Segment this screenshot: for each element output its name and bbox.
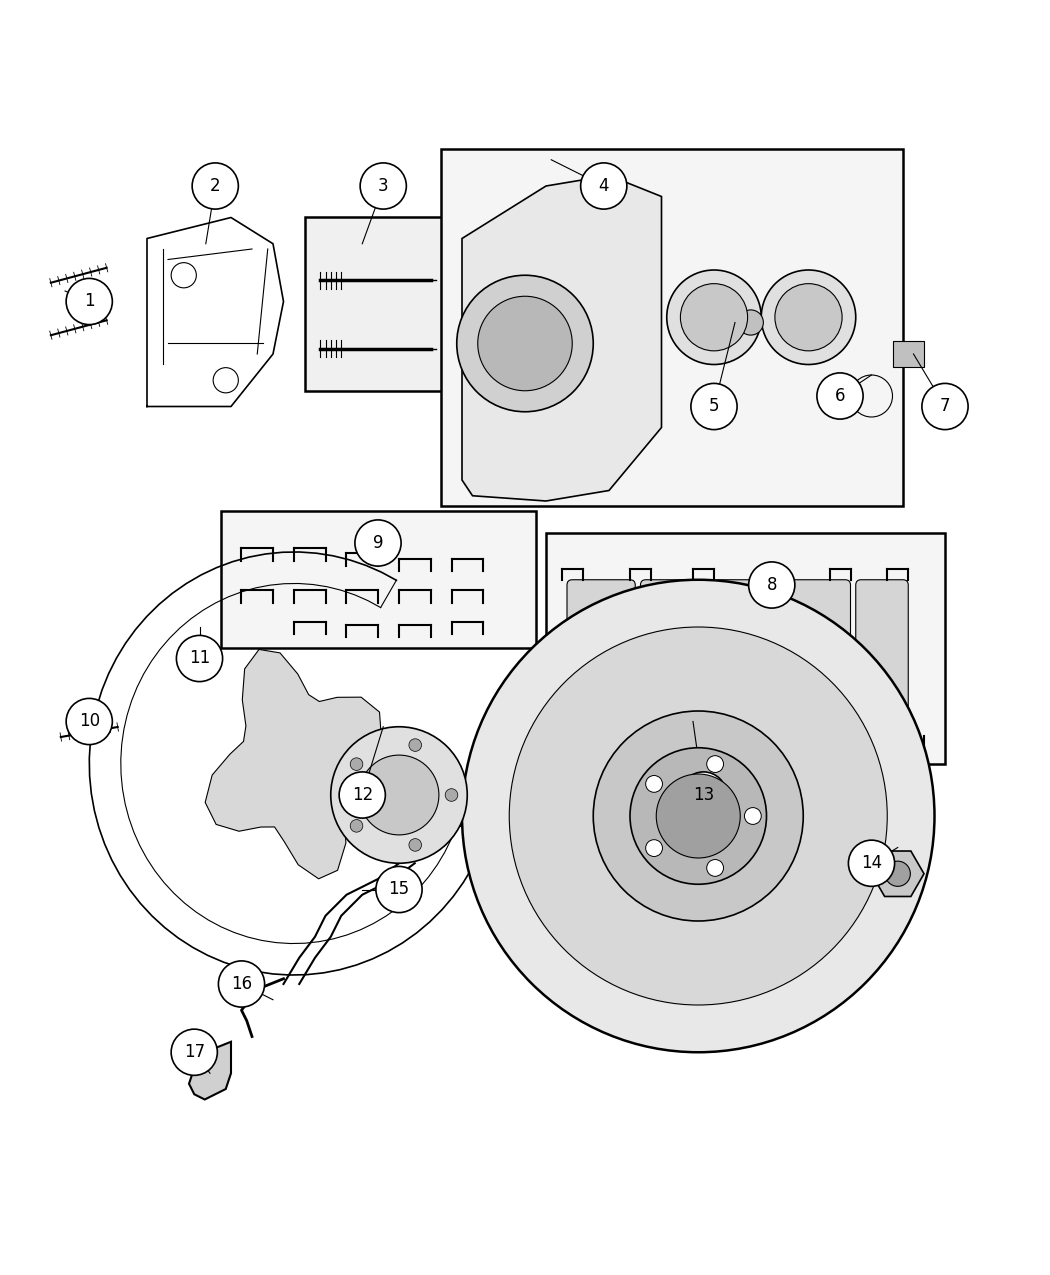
Bar (546, 533, 945, 764)
Bar (441, 149, 903, 506)
Circle shape (218, 961, 265, 1007)
Circle shape (667, 270, 761, 365)
Polygon shape (189, 1042, 231, 1099)
Circle shape (66, 699, 112, 745)
Circle shape (593, 711, 803, 921)
Text: 7: 7 (940, 398, 950, 416)
Circle shape (376, 867, 422, 913)
Circle shape (775, 283, 842, 351)
Circle shape (848, 840, 895, 886)
Circle shape (478, 296, 572, 390)
Text: 16: 16 (231, 975, 252, 993)
Text: 8: 8 (766, 576, 777, 594)
Text: 6: 6 (835, 388, 845, 405)
Text: 13: 13 (693, 785, 714, 805)
Circle shape (922, 384, 968, 430)
Circle shape (885, 861, 910, 886)
Bar (220, 511, 536, 648)
Circle shape (171, 1029, 217, 1075)
Text: 14: 14 (861, 854, 882, 872)
Circle shape (646, 840, 663, 857)
Text: 2: 2 (210, 177, 220, 195)
Circle shape (680, 771, 727, 819)
Circle shape (691, 384, 737, 430)
FancyBboxPatch shape (714, 580, 782, 737)
Polygon shape (462, 176, 662, 501)
Circle shape (408, 839, 421, 852)
Circle shape (360, 163, 406, 209)
Circle shape (351, 820, 363, 833)
Circle shape (331, 727, 467, 863)
Text: 12: 12 (352, 785, 373, 805)
Circle shape (680, 283, 748, 351)
Circle shape (738, 310, 763, 335)
Circle shape (744, 807, 761, 825)
FancyBboxPatch shape (788, 580, 850, 727)
Circle shape (630, 747, 766, 885)
Text: 5: 5 (709, 398, 719, 416)
Circle shape (408, 738, 421, 751)
Circle shape (581, 163, 627, 209)
Circle shape (656, 774, 740, 858)
Bar (892, 342, 924, 367)
Circle shape (707, 859, 723, 876)
Circle shape (66, 278, 112, 325)
Circle shape (445, 789, 458, 801)
Circle shape (192, 163, 238, 209)
Circle shape (462, 580, 934, 1052)
Bar (304, 218, 452, 390)
FancyBboxPatch shape (567, 580, 635, 727)
Text: 1: 1 (84, 292, 94, 311)
Circle shape (646, 775, 663, 792)
Circle shape (761, 270, 856, 365)
Circle shape (749, 562, 795, 608)
Text: 9: 9 (373, 534, 383, 552)
Text: 3: 3 (378, 177, 388, 195)
Text: 15: 15 (388, 881, 410, 899)
Circle shape (707, 756, 723, 773)
Text: 10: 10 (79, 713, 100, 731)
Text: 17: 17 (184, 1043, 205, 1061)
Circle shape (509, 627, 887, 1005)
FancyBboxPatch shape (856, 580, 908, 727)
Text: 11: 11 (189, 649, 210, 668)
FancyBboxPatch shape (640, 580, 714, 737)
Circle shape (351, 757, 363, 770)
Circle shape (457, 275, 593, 412)
Text: 4: 4 (598, 177, 609, 195)
Circle shape (355, 520, 401, 566)
Circle shape (817, 372, 863, 419)
Circle shape (339, 771, 385, 819)
Circle shape (359, 755, 439, 835)
Polygon shape (205, 649, 381, 878)
Circle shape (176, 635, 223, 682)
